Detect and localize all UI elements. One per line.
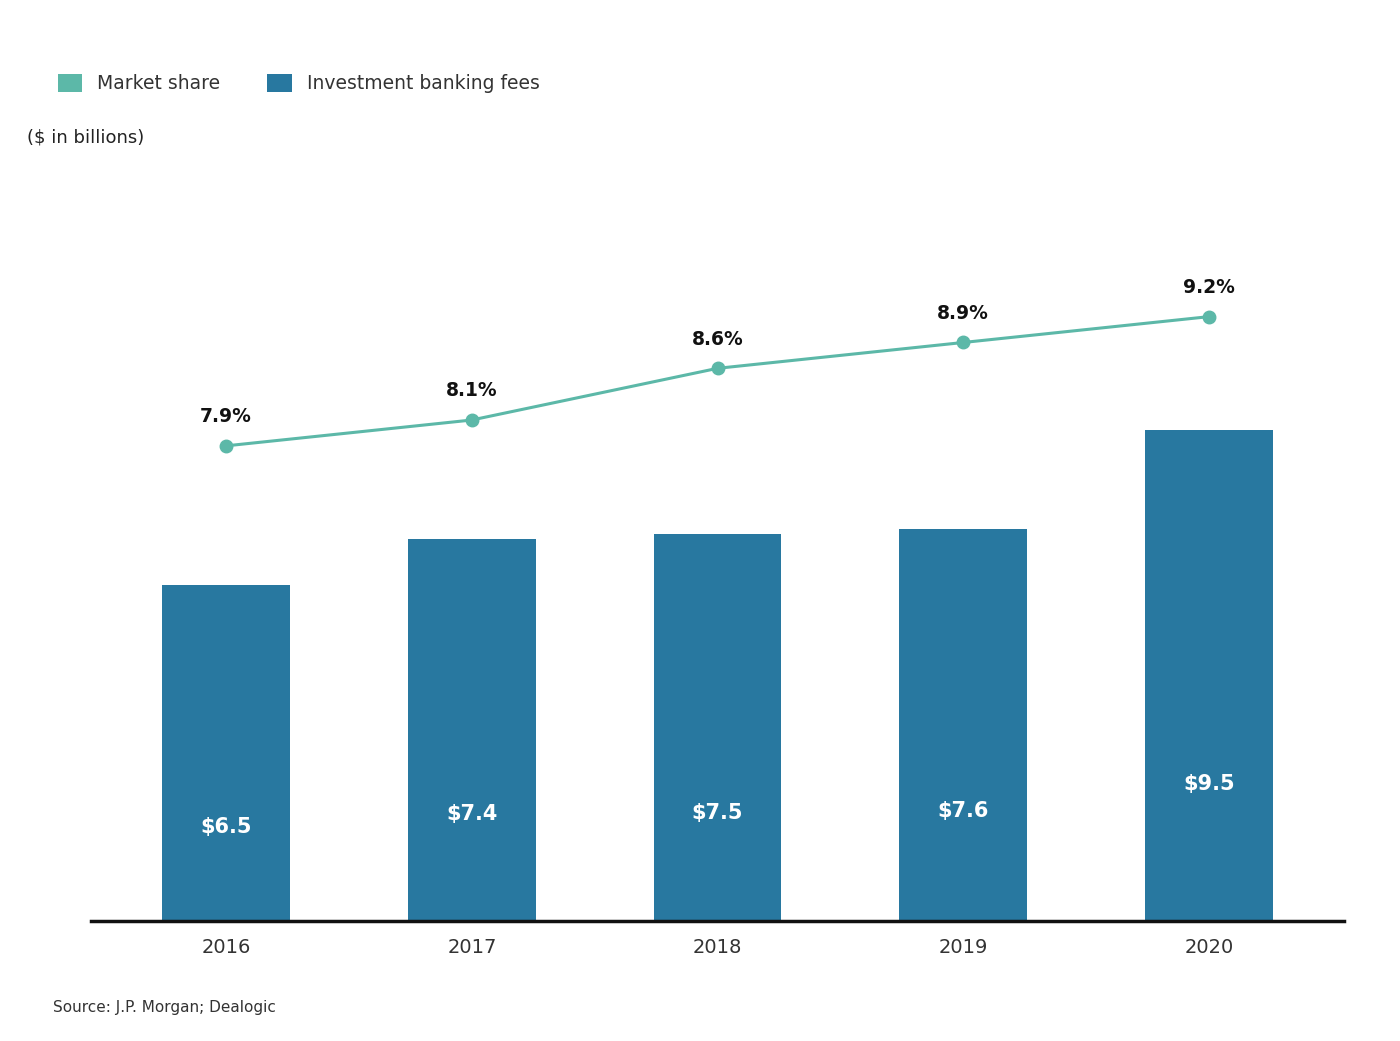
Text: INVESTMENT BANKING FEES AND MARKET SHARE HAVE RISEN STEADILY: INVESTMENT BANKING FEES AND MARKET SHARE… [39,50,1023,74]
Text: 8.1%: 8.1% [447,381,497,401]
Legend: Market share, Investment banking fees: Market share, Investment banking fees [50,66,547,101]
Text: 8.6%: 8.6% [692,330,743,349]
Bar [899,529,1028,921]
Text: 7.9%: 7.9% [200,407,252,426]
Text: $7.5: $7.5 [692,803,743,822]
Text: ($ in billions): ($ in billions) [27,129,144,147]
Text: 8.9%: 8.9% [937,304,990,323]
Text: 9.2%: 9.2% [1183,278,1235,297]
Bar [654,534,781,921]
Text: $7.4: $7.4 [447,805,497,824]
Text: $9.5: $9.5 [1183,773,1235,794]
Text: Source: J.P. Morgan; Dealogic: Source: J.P. Morgan; Dealogic [53,999,276,1015]
Text: $6.5: $6.5 [200,817,252,837]
Bar [407,539,536,921]
Bar [162,585,290,921]
Text: $7.6: $7.6 [938,802,988,821]
Bar [1145,430,1273,921]
